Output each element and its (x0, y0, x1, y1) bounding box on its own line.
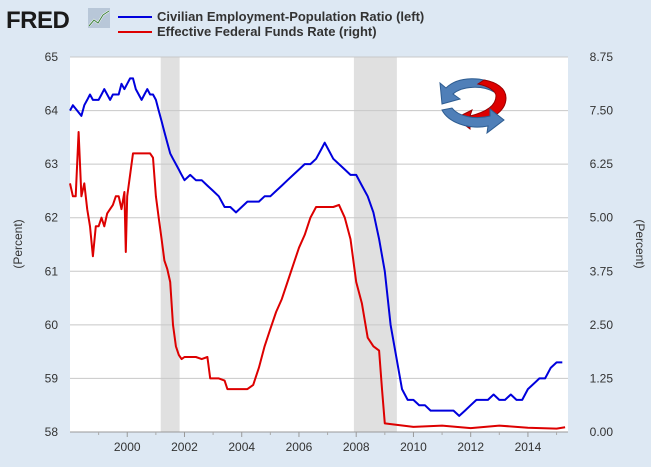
y-right-tick-label: 3.75 (590, 264, 614, 278)
y-left-tick-label: 58 (45, 425, 59, 439)
x-tick-label: 2002 (171, 440, 198, 454)
fred-logo-chart-icon (88, 8, 110, 28)
x-tick-label: 2000 (114, 440, 141, 454)
y-left-tick-label: 59 (45, 371, 59, 385)
y-right-tick-label: 7.50 (590, 104, 614, 118)
x-tick-label: 2004 (228, 440, 255, 454)
fred-logo[interactable]: FRED (6, 7, 110, 34)
x-tick-label: 2006 (286, 440, 313, 454)
x-tick-label: 2010 (400, 440, 427, 454)
y-left-tick-label: 65 (45, 50, 59, 64)
series-line-fed-funds-rate (69, 131, 566, 430)
recession-band-2 (353, 57, 397, 432)
chart-legend: Civilian Employment-Population Ratio (le… (118, 9, 424, 39)
y-axis-left-label: (Percent) (11, 219, 25, 268)
x-tick-label: 2014 (515, 440, 542, 454)
y-right-tick-label: 2.50 (590, 318, 614, 332)
x-tick-label: 2012 (457, 440, 484, 454)
y-left-tick-label: 62 (45, 211, 59, 225)
y-left-tick-label: 63 (45, 157, 59, 171)
y-left-tick-label: 61 (45, 264, 59, 278)
circular-arrows-icon[interactable] (439, 78, 507, 135)
y-right-tick-label: 6.25 (590, 157, 614, 171)
axes: 2000 2002 2004 2006 2008 2010 2012 2014 58 59 60 61… (45, 50, 614, 454)
y-axis-right-label: (Percent) (633, 219, 647, 268)
fred-logo-text: FRED (6, 7, 70, 34)
y-left-tick-label: 60 (45, 318, 59, 332)
y-right-tick-label: 0.00 (590, 425, 614, 439)
series-lines (69, 77, 566, 430)
y-left-tick-label: 64 (45, 104, 59, 118)
x-tick-label: 2008 (343, 440, 370, 454)
y-right-tick-label: 5.00 (590, 211, 614, 225)
legend-label-2: Effective Federal Funds Rate (right) (157, 24, 377, 39)
legend-label-1: Civilian Employment-Population Ratio (le… (157, 9, 424, 24)
y-right-tick-label: 1.25 (590, 371, 614, 385)
y-right-tick-label: 8.75 (590, 50, 614, 64)
recession-band-1 (160, 57, 180, 432)
series-line-employment-ratio (69, 77, 563, 417)
